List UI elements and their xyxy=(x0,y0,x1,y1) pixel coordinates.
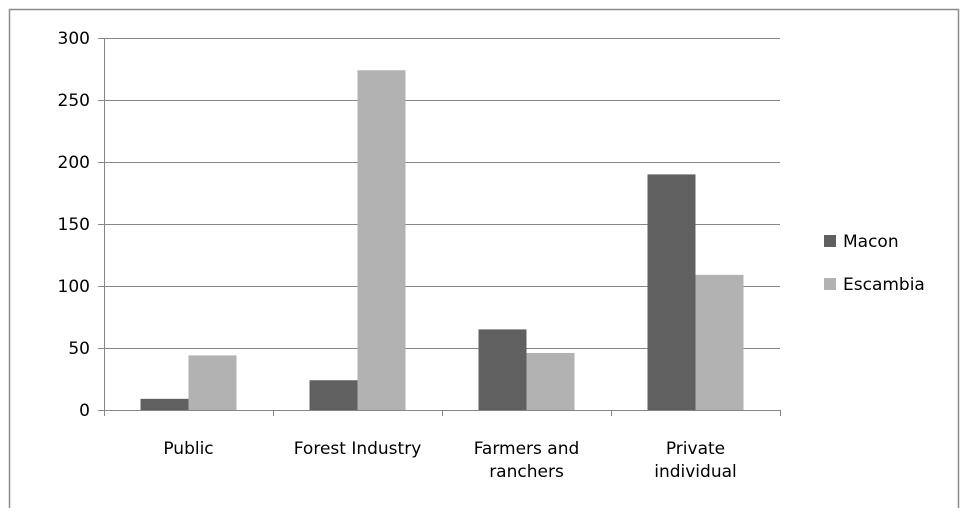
y-tick-label: 300 xyxy=(58,29,90,49)
x-tick-label: Private individual xyxy=(654,439,737,482)
y-tick-label: 250 xyxy=(58,91,90,111)
legend-swatch-macon xyxy=(824,235,836,247)
bars xyxy=(141,70,744,410)
chart-area-border xyxy=(10,10,959,509)
y-tick-label: 100 xyxy=(58,277,90,297)
bar-escambia-1 xyxy=(358,70,406,410)
x-tick-label: Forest Industry xyxy=(294,439,422,459)
x-tick-label-line: Private xyxy=(666,439,725,459)
bar-escambia-2 xyxy=(527,353,575,410)
x-tick-label: Farmers and ranchers xyxy=(474,439,580,482)
legend: Macon Escambia xyxy=(824,232,925,295)
y-tick-label: 50 xyxy=(68,339,90,359)
y-tick-label: 150 xyxy=(58,215,90,235)
bar-macon-3 xyxy=(648,174,696,410)
x-tick-label-line: individual xyxy=(654,462,737,482)
y-tick-labels: 0 50 100 150 200 250 300 xyxy=(58,29,90,421)
x-tick-label-line: Public xyxy=(163,439,213,459)
x-tick-label: Public xyxy=(163,439,213,459)
bar-macon-2 xyxy=(479,329,527,410)
bar-escambia-3 xyxy=(696,275,744,410)
x-tick-label-line: Farmers and xyxy=(474,439,580,459)
legend-swatch-escambia xyxy=(824,278,836,290)
legend-label-macon: Macon xyxy=(843,232,899,252)
y-tick-label: 0 xyxy=(79,401,90,421)
x-tick-labels: Public Forest Industry Farmers and ranchers… xyxy=(163,439,736,482)
bar-escambia-0 xyxy=(189,355,237,410)
y-tick-label: 200 xyxy=(58,153,90,173)
legend-label-escambia: Escambia xyxy=(843,275,925,295)
x-tick-label-line: Forest Industry xyxy=(294,439,422,459)
bar-macon-1 xyxy=(310,380,358,410)
bar-macon-0 xyxy=(141,399,189,410)
x-tick-label-line: ranchers xyxy=(489,462,564,482)
